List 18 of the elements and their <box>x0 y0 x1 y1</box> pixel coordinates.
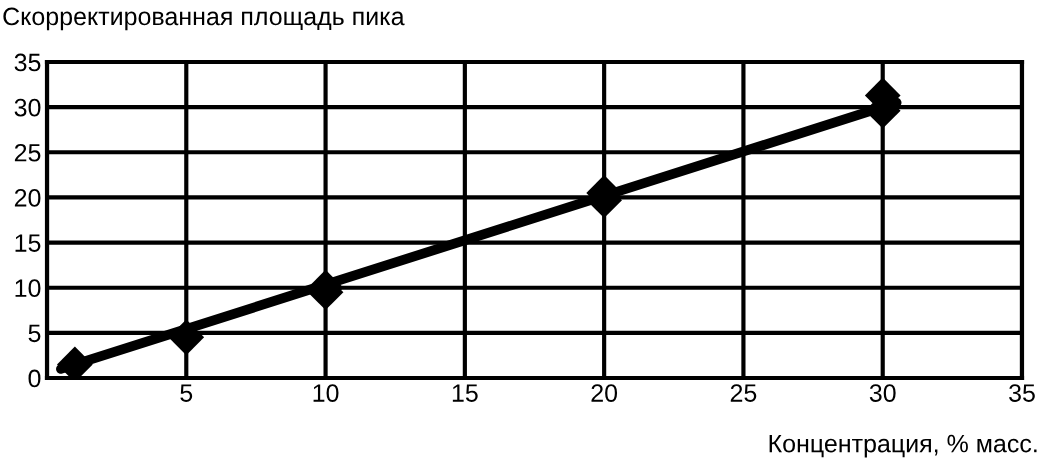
y-tick-label: 0 <box>28 369 41 388</box>
y-tick-label: 5 <box>28 324 41 343</box>
x-tick-label: 15 <box>452 384 478 402</box>
x-tick-label: 35 <box>1009 384 1035 402</box>
y-tick-label: 10 <box>15 279 41 298</box>
x-tick-label: 10 <box>313 384 339 402</box>
x-axis-title: Концентрация, % масс. <box>769 434 1037 458</box>
y-tick-label: 20 <box>14 189 41 207</box>
x-tick-label: 20 <box>591 384 618 402</box>
y-tick-label: 15 <box>15 234 41 252</box>
x-tick-label: 25 <box>730 384 757 402</box>
y-tick-label: 35 <box>14 53 41 72</box>
x-tick-label: 5 <box>180 384 193 402</box>
chart-title: Скорректированная площадь пика <box>3 7 405 31</box>
x-tick-label: 30 <box>869 384 896 402</box>
point <box>168 319 205 356</box>
y-tick-label: 30 <box>14 98 41 117</box>
y-tick-label: 25 <box>14 143 41 162</box>
